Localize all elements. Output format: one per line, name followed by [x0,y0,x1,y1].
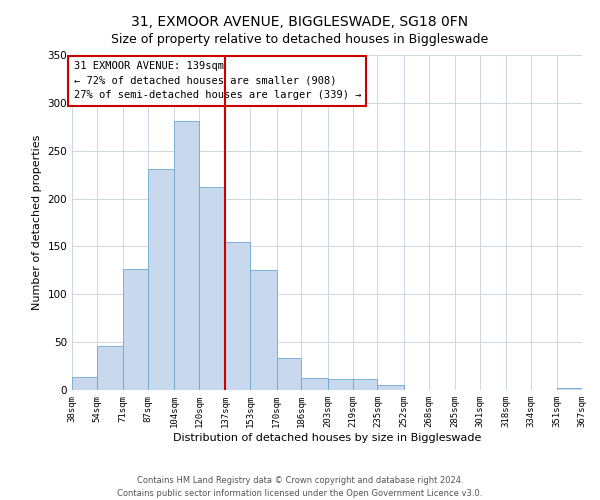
Bar [148,169,175,390]
X-axis label: Distribution of detached houses by size in Biggleswade: Distribution of detached houses by size … [173,432,481,442]
Text: 31 EXMOOR AVENUE: 139sqm
← 72% of detached houses are smaller (908)
27% of semi-: 31 EXMOOR AVENUE: 139sqm ← 72% of detach… [74,60,361,100]
Text: 31, EXMOOR AVENUE, BIGGLESWADE, SG18 0FN: 31, EXMOOR AVENUE, BIGGLESWADE, SG18 0FN [131,15,469,29]
Bar [175,121,199,390]
Bar [72,376,97,390]
Text: Size of property relative to detached houses in Biggleswade: Size of property relative to detached ho… [112,32,488,46]
Bar [199,187,226,390]
Bar [226,242,250,390]
Bar [123,270,148,390]
Bar [97,346,123,390]
Bar [557,388,582,390]
Text: Contains HM Land Registry data © Crown copyright and database right 2024.
Contai: Contains HM Land Registry data © Crown c… [118,476,482,498]
Bar [277,358,301,390]
Bar [250,270,277,390]
Bar [353,380,377,390]
Bar [301,378,328,390]
Y-axis label: Number of detached properties: Number of detached properties [32,135,42,310]
Bar [377,385,404,390]
Bar [328,378,353,390]
